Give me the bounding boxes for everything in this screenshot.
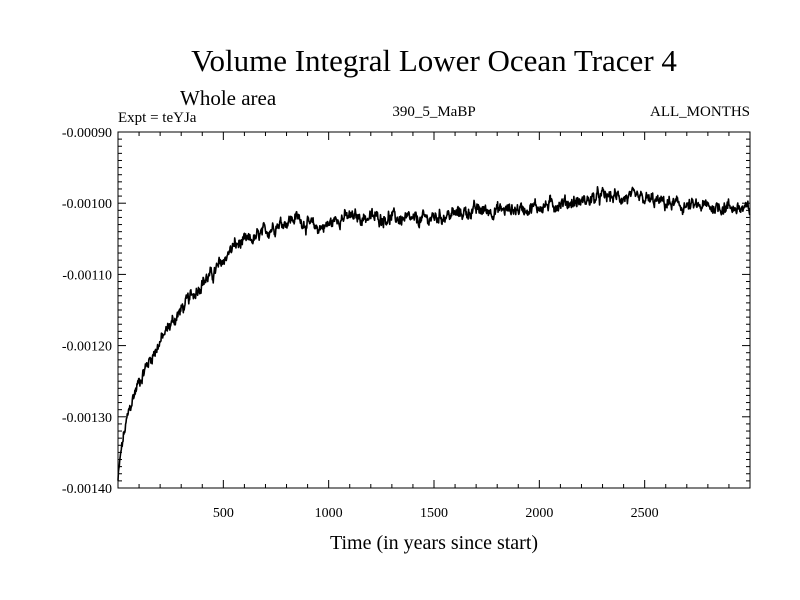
x-axis-tick-labels: 500 1000 1500 2000 2500: [213, 506, 659, 521]
x-tick-label: 2500: [631, 506, 659, 521]
x-tick-label: 1500: [420, 506, 448, 521]
chart-title: Volume Integral Lower Ocean Tracer 4: [191, 43, 677, 78]
y-tick-label: -0.00140: [62, 482, 112, 497]
y-tick-label: -0.00100: [62, 197, 112, 212]
x-tick-label: 1000: [315, 506, 343, 521]
plot-frame: [117, 131, 751, 489]
x-axis-label: Time (in years since start): [330, 532, 538, 554]
y-axis-ticks: [118, 131, 750, 489]
series-line: [117, 185, 751, 481]
y-tick-label: -0.00130: [62, 411, 112, 426]
run-label: 390_5_MaBP: [392, 104, 475, 120]
x-axis-ticks: [138, 132, 730, 488]
months-label: ALL_MONTHS: [650, 104, 750, 120]
expt-label: Expt = teYJa: [118, 110, 197, 126]
chart-subtitle: Whole area: [180, 86, 277, 110]
y-tick-label: -0.00110: [62, 268, 112, 283]
x-tick-label: 500: [213, 506, 234, 521]
x-tick-label: 2000: [525, 506, 553, 521]
y-axis-tick-labels: -0.00090 -0.00100 -0.00110 -0.00120 -0.00130…: [62, 126, 112, 497]
y-tick-label: -0.00120: [62, 340, 112, 355]
y-tick-label: -0.00090: [62, 126, 112, 141]
